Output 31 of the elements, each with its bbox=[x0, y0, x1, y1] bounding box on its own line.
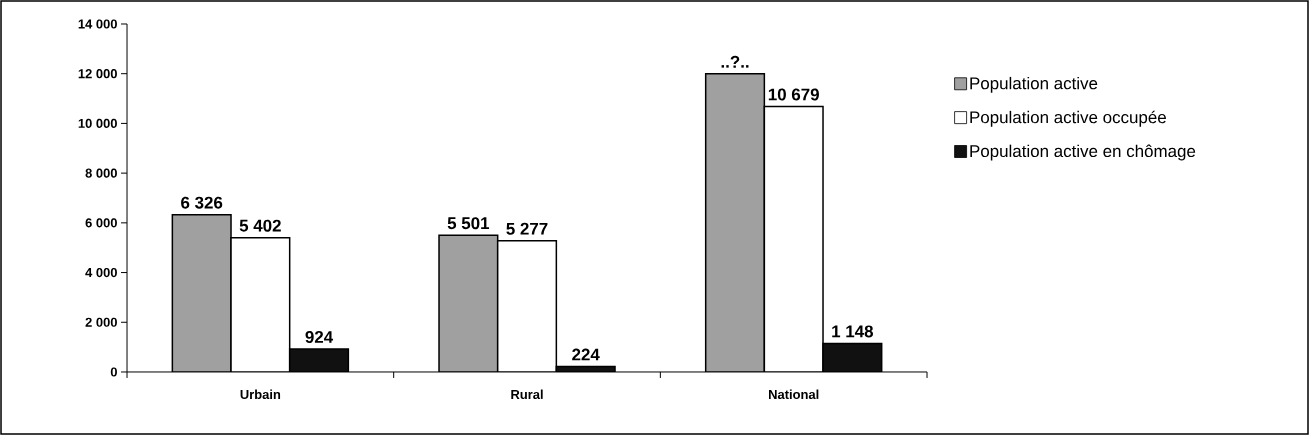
bar bbox=[438, 234, 499, 372]
legend-label: Population active en chômage bbox=[970, 144, 1196, 161]
data-label: ..?.. bbox=[721, 55, 749, 68]
bar bbox=[171, 213, 232, 372]
bar bbox=[763, 105, 824, 372]
y-tick-label: 0 bbox=[110, 367, 117, 377]
legend-label: Population active bbox=[970, 76, 1098, 93]
data-label: 5 277 bbox=[506, 222, 548, 235]
bar bbox=[822, 342, 883, 372]
y-tick-label: 6 000 bbox=[85, 218, 117, 228]
bar bbox=[704, 72, 766, 372]
bar bbox=[288, 348, 350, 372]
x-tick-label: National bbox=[769, 389, 819, 400]
bar bbox=[230, 236, 291, 372]
data-label: 1 148 bbox=[832, 325, 874, 338]
data-label: 10 679 bbox=[768, 88, 819, 101]
y-tick-label: 4 000 bbox=[85, 267, 117, 278]
x-tick-label: Urbain bbox=[240, 389, 281, 400]
text: Population active occupée bbox=[970, 110, 1166, 127]
x-tick-label: Rural bbox=[511, 389, 543, 400]
data-label: 5 501 bbox=[447, 217, 490, 230]
bar bbox=[496, 240, 558, 372]
data-label: 224 bbox=[572, 348, 600, 361]
y-tick-label: 14 000 bbox=[78, 19, 117, 29]
y-tick-label: 10 000 bbox=[78, 118, 117, 128]
y-tick-label: 12 000 bbox=[78, 69, 117, 79]
y-tick-label: 8 000 bbox=[85, 168, 117, 178]
data-label: 5 402 bbox=[239, 219, 281, 232]
data-label: 924 bbox=[305, 330, 334, 343]
data-label: 6 326 bbox=[181, 196, 223, 209]
y-tick-label: 2 000 bbox=[85, 317, 117, 327]
